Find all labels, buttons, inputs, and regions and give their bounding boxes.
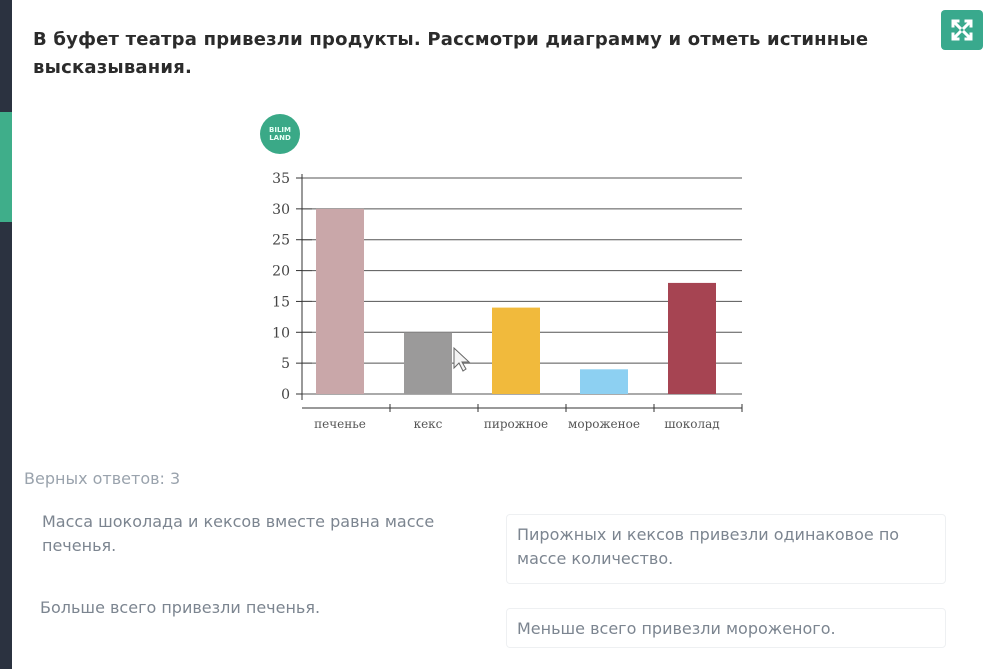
left-sidebar-strip	[0, 0, 12, 669]
x-tick-label: мороженое	[568, 417, 640, 431]
bar-4	[668, 282, 716, 394]
bar-2	[492, 307, 540, 394]
x-tick-label: шоколад	[664, 417, 719, 431]
x-tick-label: печенье	[314, 417, 366, 431]
bar-1	[404, 332, 452, 394]
chart: 0 5 10 15 20 25 30 35 печенье кекс пирожное морожен…	[240, 108, 760, 448]
y-tick-label: 10	[272, 325, 290, 341]
y-tick-label: 20	[272, 264, 290, 280]
answer-option-1[interactable]: Масса шоколада и кексов вместе равна мас…	[42, 512, 435, 555]
bilimland-logo: BILIM LAND	[260, 114, 300, 154]
answer-option-4[interactable]: Меньше всего привезли мороженого.	[506, 608, 946, 648]
y-tick-label: 15	[272, 294, 290, 310]
x-tick-label: пирожное	[484, 417, 548, 431]
expand-arrows-icon	[951, 19, 973, 41]
bar-chart: 0 5 10 15 20 25 30 35 печенье кекс пирожное морожен…	[272, 171, 743, 431]
answer-option-3[interactable]: Больше всего привезли печенья.	[40, 598, 321, 617]
answer-option-2[interactable]: Пирожных и кексов привезли одинаковое по…	[506, 514, 946, 584]
bar-0	[316, 208, 364, 394]
x-tick-label: кекс	[414, 417, 443, 431]
y-tick-label: 25	[272, 233, 290, 249]
y-tick-label: 30	[272, 202, 290, 218]
y-tick-label: 35	[272, 171, 290, 187]
correct-answers-count: Верных ответов: 3	[24, 469, 181, 488]
expand-button[interactable]	[941, 10, 983, 50]
mouse-pointer-icon	[453, 346, 471, 372]
bar-3	[580, 369, 628, 394]
y-tick-label: 5	[281, 356, 290, 372]
task-title: В буфет театра привезли продукты. Рассмо…	[33, 29, 869, 78]
y-tick-label: 0	[281, 387, 290, 403]
sidebar-accent	[0, 112, 12, 222]
